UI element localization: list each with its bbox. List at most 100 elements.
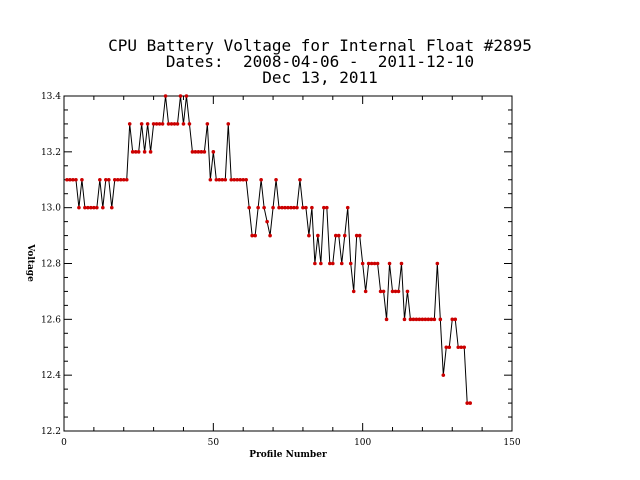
data-point xyxy=(336,233,341,238)
y-tick-label: 12.4 xyxy=(41,371,61,381)
data-point xyxy=(417,317,422,322)
data-point xyxy=(331,261,335,266)
data-point xyxy=(268,233,272,238)
data-point xyxy=(226,122,231,126)
data-point xyxy=(390,289,395,294)
data-point xyxy=(124,177,129,182)
data-point xyxy=(265,219,269,224)
axis-ticks xyxy=(63,95,513,432)
data-point xyxy=(280,205,284,210)
data-point xyxy=(360,261,365,266)
data-point xyxy=(121,177,126,182)
y-tick-label: 12.6 xyxy=(41,315,61,325)
data-point xyxy=(328,261,332,266)
data-point xyxy=(277,205,281,210)
data-point xyxy=(393,289,398,294)
data-point xyxy=(151,122,156,126)
data-point xyxy=(80,177,84,182)
data-point xyxy=(381,289,386,294)
data-point xyxy=(205,122,210,126)
data-point xyxy=(214,177,219,182)
data-point xyxy=(444,345,449,350)
data-point xyxy=(107,177,111,182)
data-point xyxy=(342,233,347,238)
data-point xyxy=(286,205,290,210)
data-point xyxy=(112,177,117,182)
data-point xyxy=(319,261,323,266)
data-point xyxy=(396,289,401,294)
x-tick-label: 50 xyxy=(208,438,220,448)
data-point xyxy=(190,150,195,154)
series-markers xyxy=(65,94,472,405)
data-point xyxy=(450,317,455,322)
data-point xyxy=(71,177,75,182)
y-tick-label: 13.4 xyxy=(41,92,61,102)
data-point xyxy=(456,345,461,350)
data-point xyxy=(256,205,260,210)
x-tick-label: 150 xyxy=(503,438,520,448)
data-point xyxy=(411,317,416,322)
data-point xyxy=(465,401,470,405)
data-point xyxy=(184,94,189,98)
data-point xyxy=(169,122,174,126)
plot-frame xyxy=(63,95,513,432)
data-point xyxy=(333,233,338,238)
data-point xyxy=(157,122,162,126)
data-point xyxy=(462,345,467,350)
data-point xyxy=(366,261,371,266)
data-point xyxy=(429,317,434,322)
data-point xyxy=(405,289,410,294)
data-point xyxy=(289,205,293,210)
y-tick-label: 12.8 xyxy=(41,260,61,270)
data-point xyxy=(77,205,81,210)
chart-subtitle: Dates: 2008-04-06 - 2011-12-10 xyxy=(165,52,475,71)
data-point xyxy=(187,122,192,126)
data-point xyxy=(95,205,99,210)
data-point xyxy=(160,122,165,126)
data-point xyxy=(435,261,440,266)
data-point xyxy=(378,289,383,294)
data-point xyxy=(154,122,159,126)
data-point xyxy=(295,205,299,210)
data-point xyxy=(244,177,248,182)
data-point xyxy=(163,94,168,98)
data-point xyxy=(208,177,213,182)
data-point xyxy=(399,261,404,266)
data-point xyxy=(98,177,102,182)
y-axis-label: Voltage xyxy=(25,243,35,282)
data-point xyxy=(447,345,452,350)
data-point xyxy=(322,205,326,210)
data-point xyxy=(387,261,392,266)
data-point xyxy=(351,289,356,294)
y-tick-label: 13.2 xyxy=(41,148,61,158)
data-point xyxy=(217,177,222,182)
data-point xyxy=(229,177,234,182)
x-tick-label: 100 xyxy=(354,438,371,448)
data-point xyxy=(363,289,368,294)
y-tick-label: 13.0 xyxy=(41,204,61,214)
data-point xyxy=(166,122,171,126)
data-point xyxy=(101,205,105,210)
data-point xyxy=(175,122,180,126)
data-point xyxy=(441,373,446,377)
data-point xyxy=(74,177,78,182)
data-point xyxy=(414,317,419,322)
data-point xyxy=(115,177,120,182)
data-point xyxy=(238,177,243,182)
data-point xyxy=(375,261,380,266)
data-point xyxy=(130,150,135,154)
data-point xyxy=(104,177,108,182)
data-point xyxy=(83,205,87,210)
data-point xyxy=(283,205,287,210)
data-point xyxy=(109,205,114,210)
data-point xyxy=(145,122,150,126)
data-point xyxy=(247,205,251,210)
data-point xyxy=(307,233,311,238)
series-line xyxy=(66,95,471,404)
data-point xyxy=(459,345,464,350)
data-point xyxy=(348,261,353,266)
data-point xyxy=(202,150,207,154)
data-point xyxy=(274,177,278,182)
data-point xyxy=(220,177,225,182)
data-point xyxy=(92,205,96,210)
